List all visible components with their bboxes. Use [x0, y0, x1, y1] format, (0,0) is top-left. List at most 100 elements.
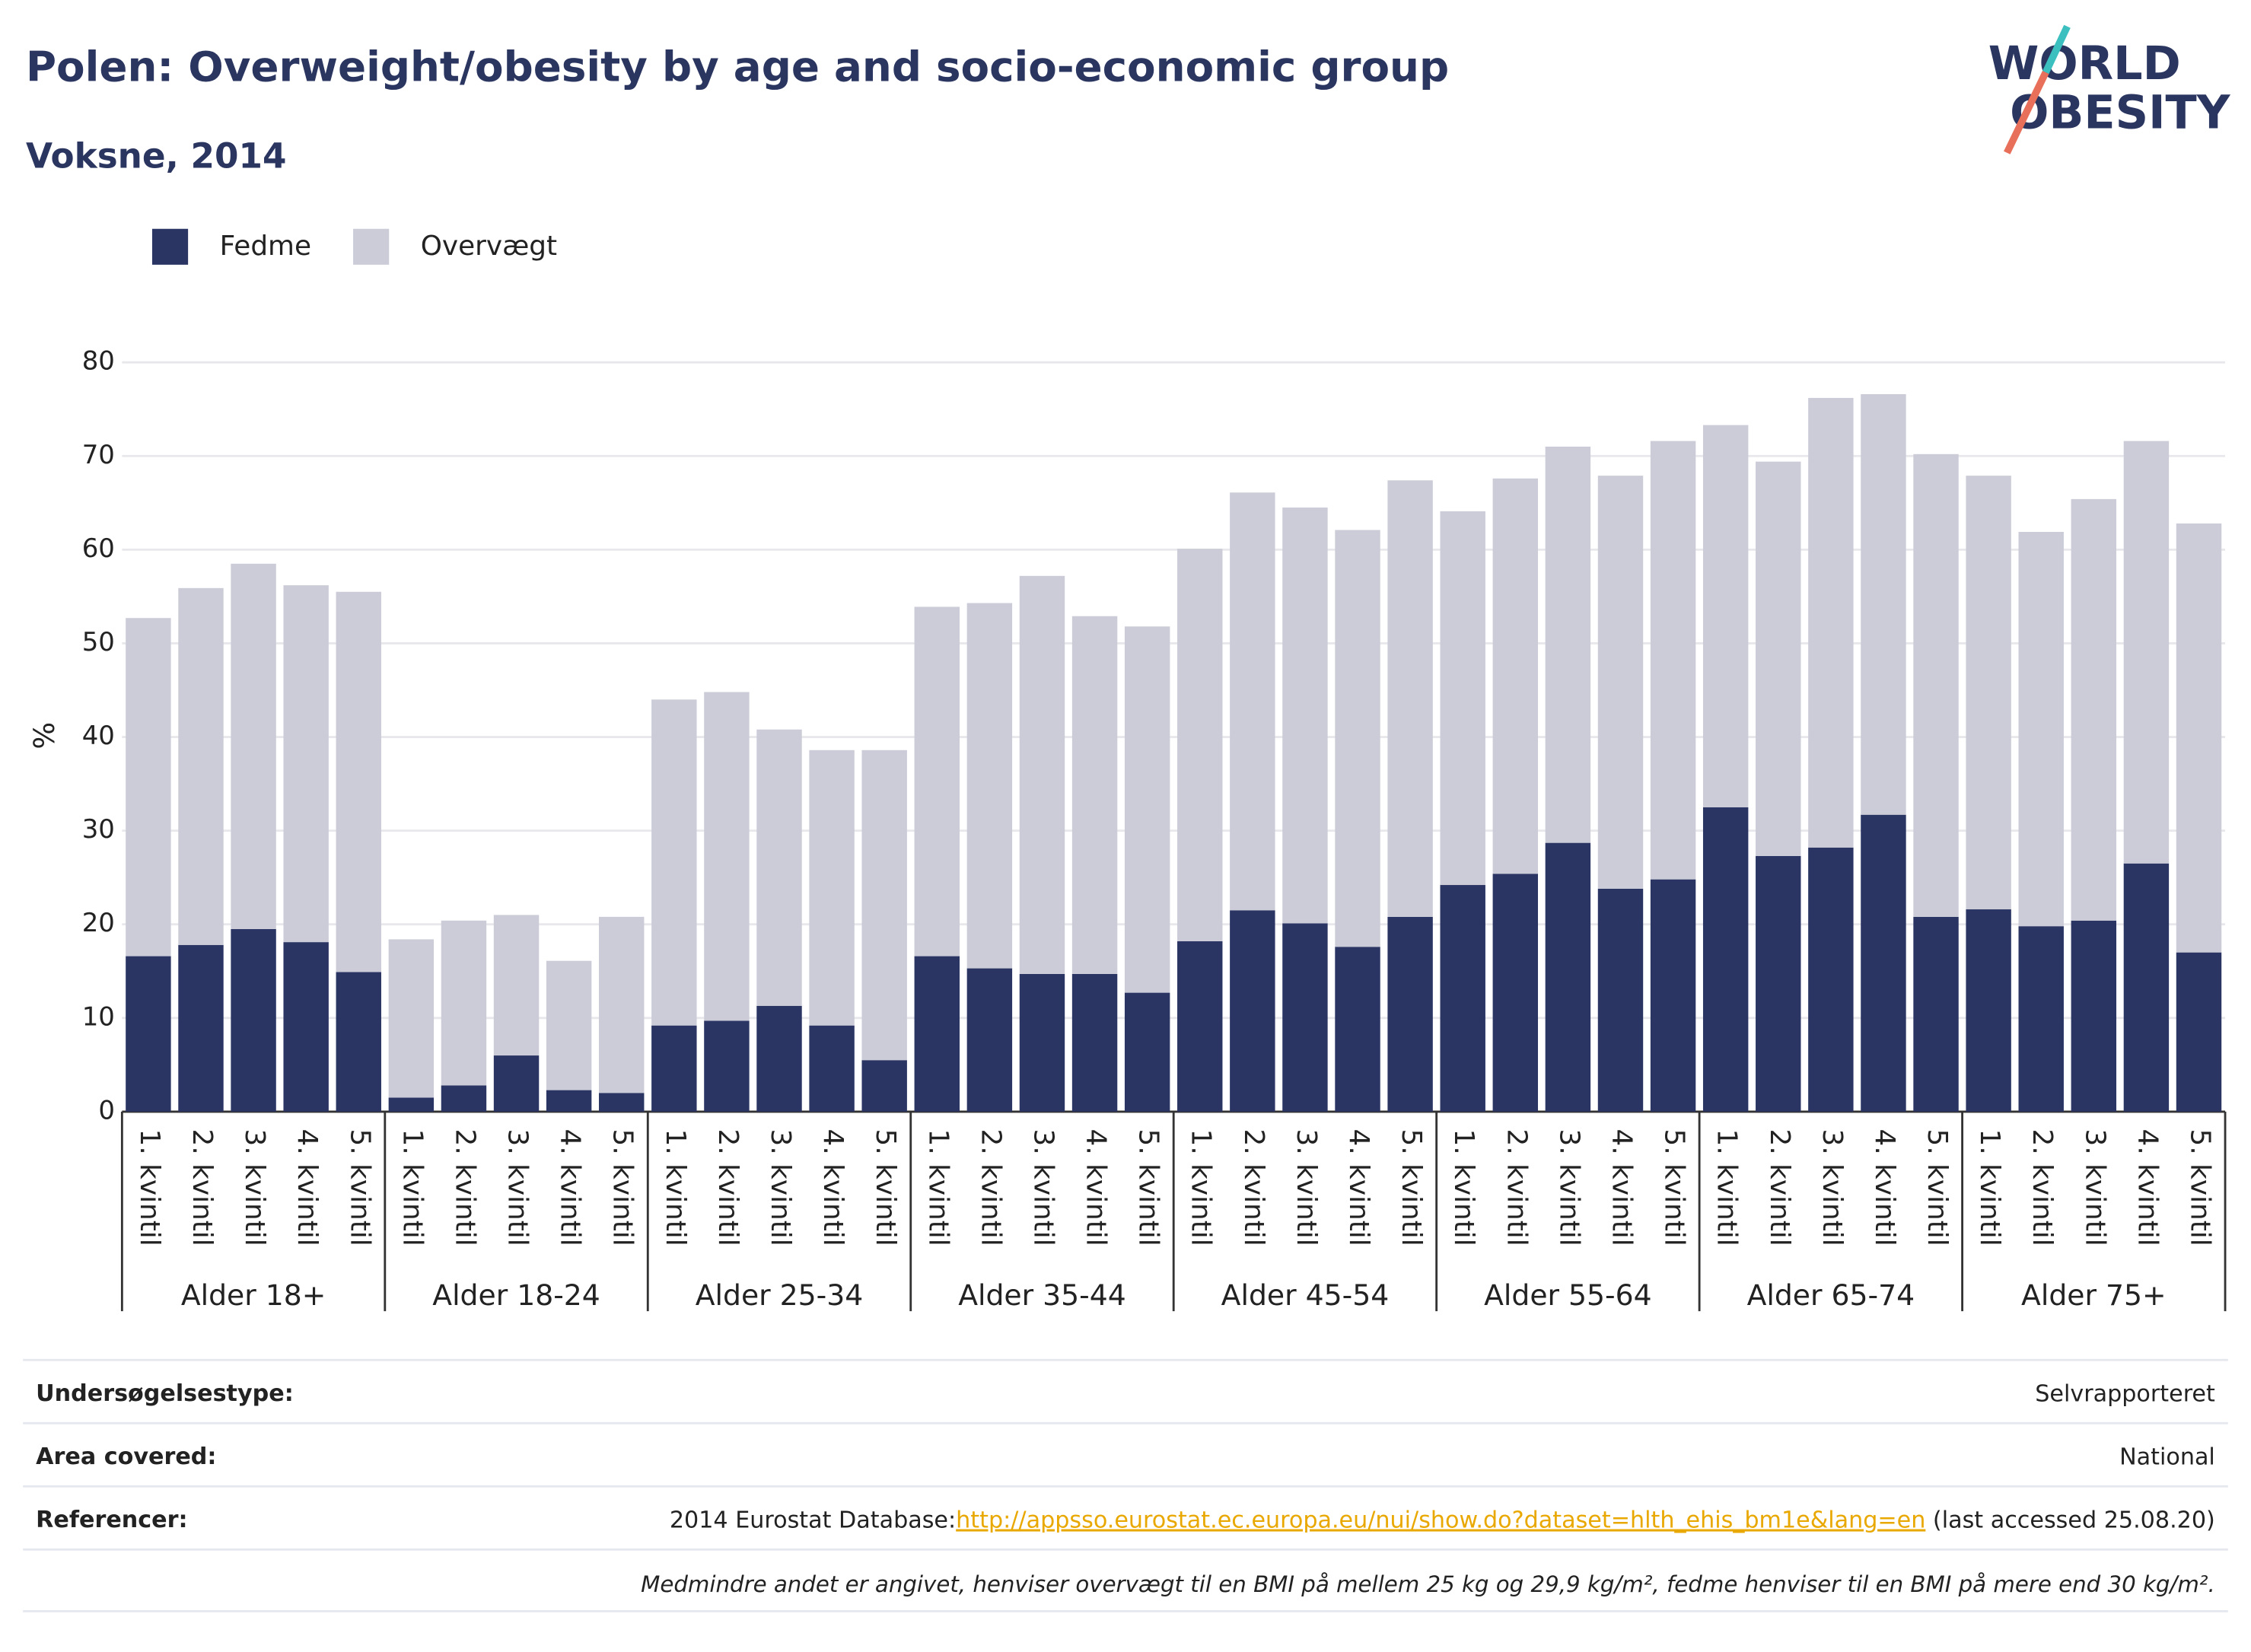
bar-segment [1282, 923, 1328, 1112]
bar-segment [651, 1025, 697, 1112]
bar-segment [1440, 885, 1485, 1112]
bar-segment [1966, 476, 2011, 910]
x-tick-label: 1. kvintil [396, 1129, 428, 1246]
bar-segment [1019, 575, 1065, 974]
legend-swatch [353, 228, 390, 265]
legend-label: Fedme [220, 231, 311, 262]
x-tick-label: 4. kvintil [1081, 1129, 1112, 1246]
bar-segment [1808, 397, 1854, 848]
footnote: Medmindre andet er angivet, henviser ove… [641, 1571, 2215, 1597]
x-tick-label: 2. kvintil [1501, 1129, 1532, 1246]
x-tick-label: 3. kvintil [1553, 1129, 1584, 1246]
group-label: Alder 18-24 [432, 1278, 600, 1312]
x-tick-label: 1. kvintil [1974, 1129, 2005, 1246]
bar-segment [1492, 874, 1539, 1112]
x-tick-label: 4. kvintil [1869, 1129, 1900, 1246]
y-tick-label: 10 [82, 1001, 115, 1032]
info-value-text: Selvrapporteret [2035, 1380, 2215, 1407]
x-tick-label: 1. kvintil [1186, 1129, 1217, 1246]
x-tick-label: 1. kvintil [660, 1129, 691, 1246]
bar-segment [1913, 454, 1959, 917]
info-label: Undersøgelsestype: [36, 1380, 294, 1407]
bar-segment [914, 606, 960, 957]
bar-segment [126, 956, 171, 1112]
bar-segment [599, 916, 645, 1093]
bar-segment [546, 1090, 592, 1112]
info-value: Selvrapporteret [2035, 1380, 2215, 1407]
x-tick-label: 5. kvintil [2184, 1129, 2215, 1246]
bar-segment [336, 972, 381, 1112]
x-tick-label: 2. kvintil [2027, 1129, 2058, 1246]
group-label: Alder 25-34 [696, 1278, 864, 1312]
x-tick-label: 5. kvintil [1659, 1129, 1690, 1246]
y-tick-label: 30 [82, 814, 115, 845]
group-label: Alder 65-74 [1747, 1278, 1915, 1312]
bar-segment [2176, 523, 2222, 953]
logo-text: OBESITY [2010, 86, 2231, 139]
group-label: Alder 75+ [2021, 1278, 2167, 1312]
y-tick-label: 20 [82, 908, 115, 938]
bar-segment [914, 956, 960, 1112]
bar-segment [493, 1055, 540, 1112]
bar-segment [2071, 498, 2117, 921]
y-tick-label: 70 [82, 440, 115, 470]
x-tick-label: 2. kvintil [449, 1129, 480, 1246]
info-value: 2014 Eurostat Database:http://appsso.eur… [670, 1507, 2215, 1533]
info-value-text: 2014 Eurostat Database: [670, 1507, 956, 1533]
bar-segment [1702, 425, 1749, 807]
bar-segment [1702, 807, 1749, 1112]
x-tick-label: 4. kvintil [291, 1129, 323, 1246]
x-tick-label: 1. kvintil [134, 1129, 165, 1246]
x-tick-label: 3. kvintil [2079, 1129, 2110, 1246]
bar-segment [283, 942, 329, 1112]
info-after: (last accessed 25.08.20) [1925, 1507, 2214, 1533]
bar-segment [1545, 842, 1591, 1112]
bar-segment [1440, 511, 1485, 886]
x-tick-label: 3. kvintil [1816, 1129, 1848, 1246]
bar-segment [1861, 814, 1906, 1112]
bar-segment [441, 920, 487, 1086]
logo-slash [2042, 24, 2071, 75]
x-tick-label: 4. kvintil [1343, 1129, 1374, 1246]
logo-text: WORLD [1988, 37, 2181, 91]
info-link[interactable]: http://appsso.eurostat.ec.europa.eu/nui/… [956, 1507, 1925, 1533]
x-tick-label: 2. kvintil [1238, 1129, 1269, 1246]
x-tick-label: 5. kvintil [870, 1129, 901, 1246]
y-tick-label: 60 [82, 533, 115, 564]
x-tick-label: 2. kvintil [712, 1129, 743, 1246]
legend-label: Overvægt [421, 231, 557, 262]
bar-segment [1492, 478, 1539, 874]
bar-segment [388, 939, 435, 1098]
chart-title: Polen: Overweight/obesity by age and soc… [26, 42, 1449, 91]
group-label: Alder 55-64 [1484, 1278, 1652, 1312]
bar-segment [1071, 973, 1118, 1112]
group-label: Alder 18+ [181, 1278, 326, 1312]
x-tick-label: 5. kvintil [344, 1129, 375, 1246]
bar-segment [283, 585, 329, 943]
x-tick-label: 5. kvintil [1133, 1129, 1164, 1246]
bar-segment [546, 960, 592, 1090]
bar-segment [966, 968, 1013, 1112]
x-tick-label: 1. kvintil [1711, 1129, 1743, 1246]
bar-segment [1230, 492, 1275, 911]
bar-segment [2071, 920, 2117, 1112]
legend-swatch [151, 228, 189, 265]
x-tick-label: 4. kvintil [555, 1129, 586, 1246]
bar-segment [1282, 507, 1328, 924]
x-tick-label: 2. kvintil [1764, 1129, 1795, 1246]
bar-segment [126, 618, 171, 957]
bar-segment [599, 1093, 645, 1112]
logo-slash [2004, 71, 2049, 154]
info-label: Referencer: [36, 1507, 187, 1533]
x-tick-label: 5. kvintil [1396, 1129, 1427, 1246]
bar-segment [1756, 855, 1801, 1112]
bar-segment [1177, 941, 1223, 1112]
bar-segment [1124, 992, 1170, 1112]
bar-segment [1966, 909, 2011, 1112]
bar-segment [704, 1020, 750, 1112]
bar-segment [1230, 910, 1275, 1112]
bar-segment [1650, 879, 1696, 1112]
x-tick-label: 5. kvintil [607, 1129, 638, 1246]
bar-segment [1124, 626, 1170, 993]
